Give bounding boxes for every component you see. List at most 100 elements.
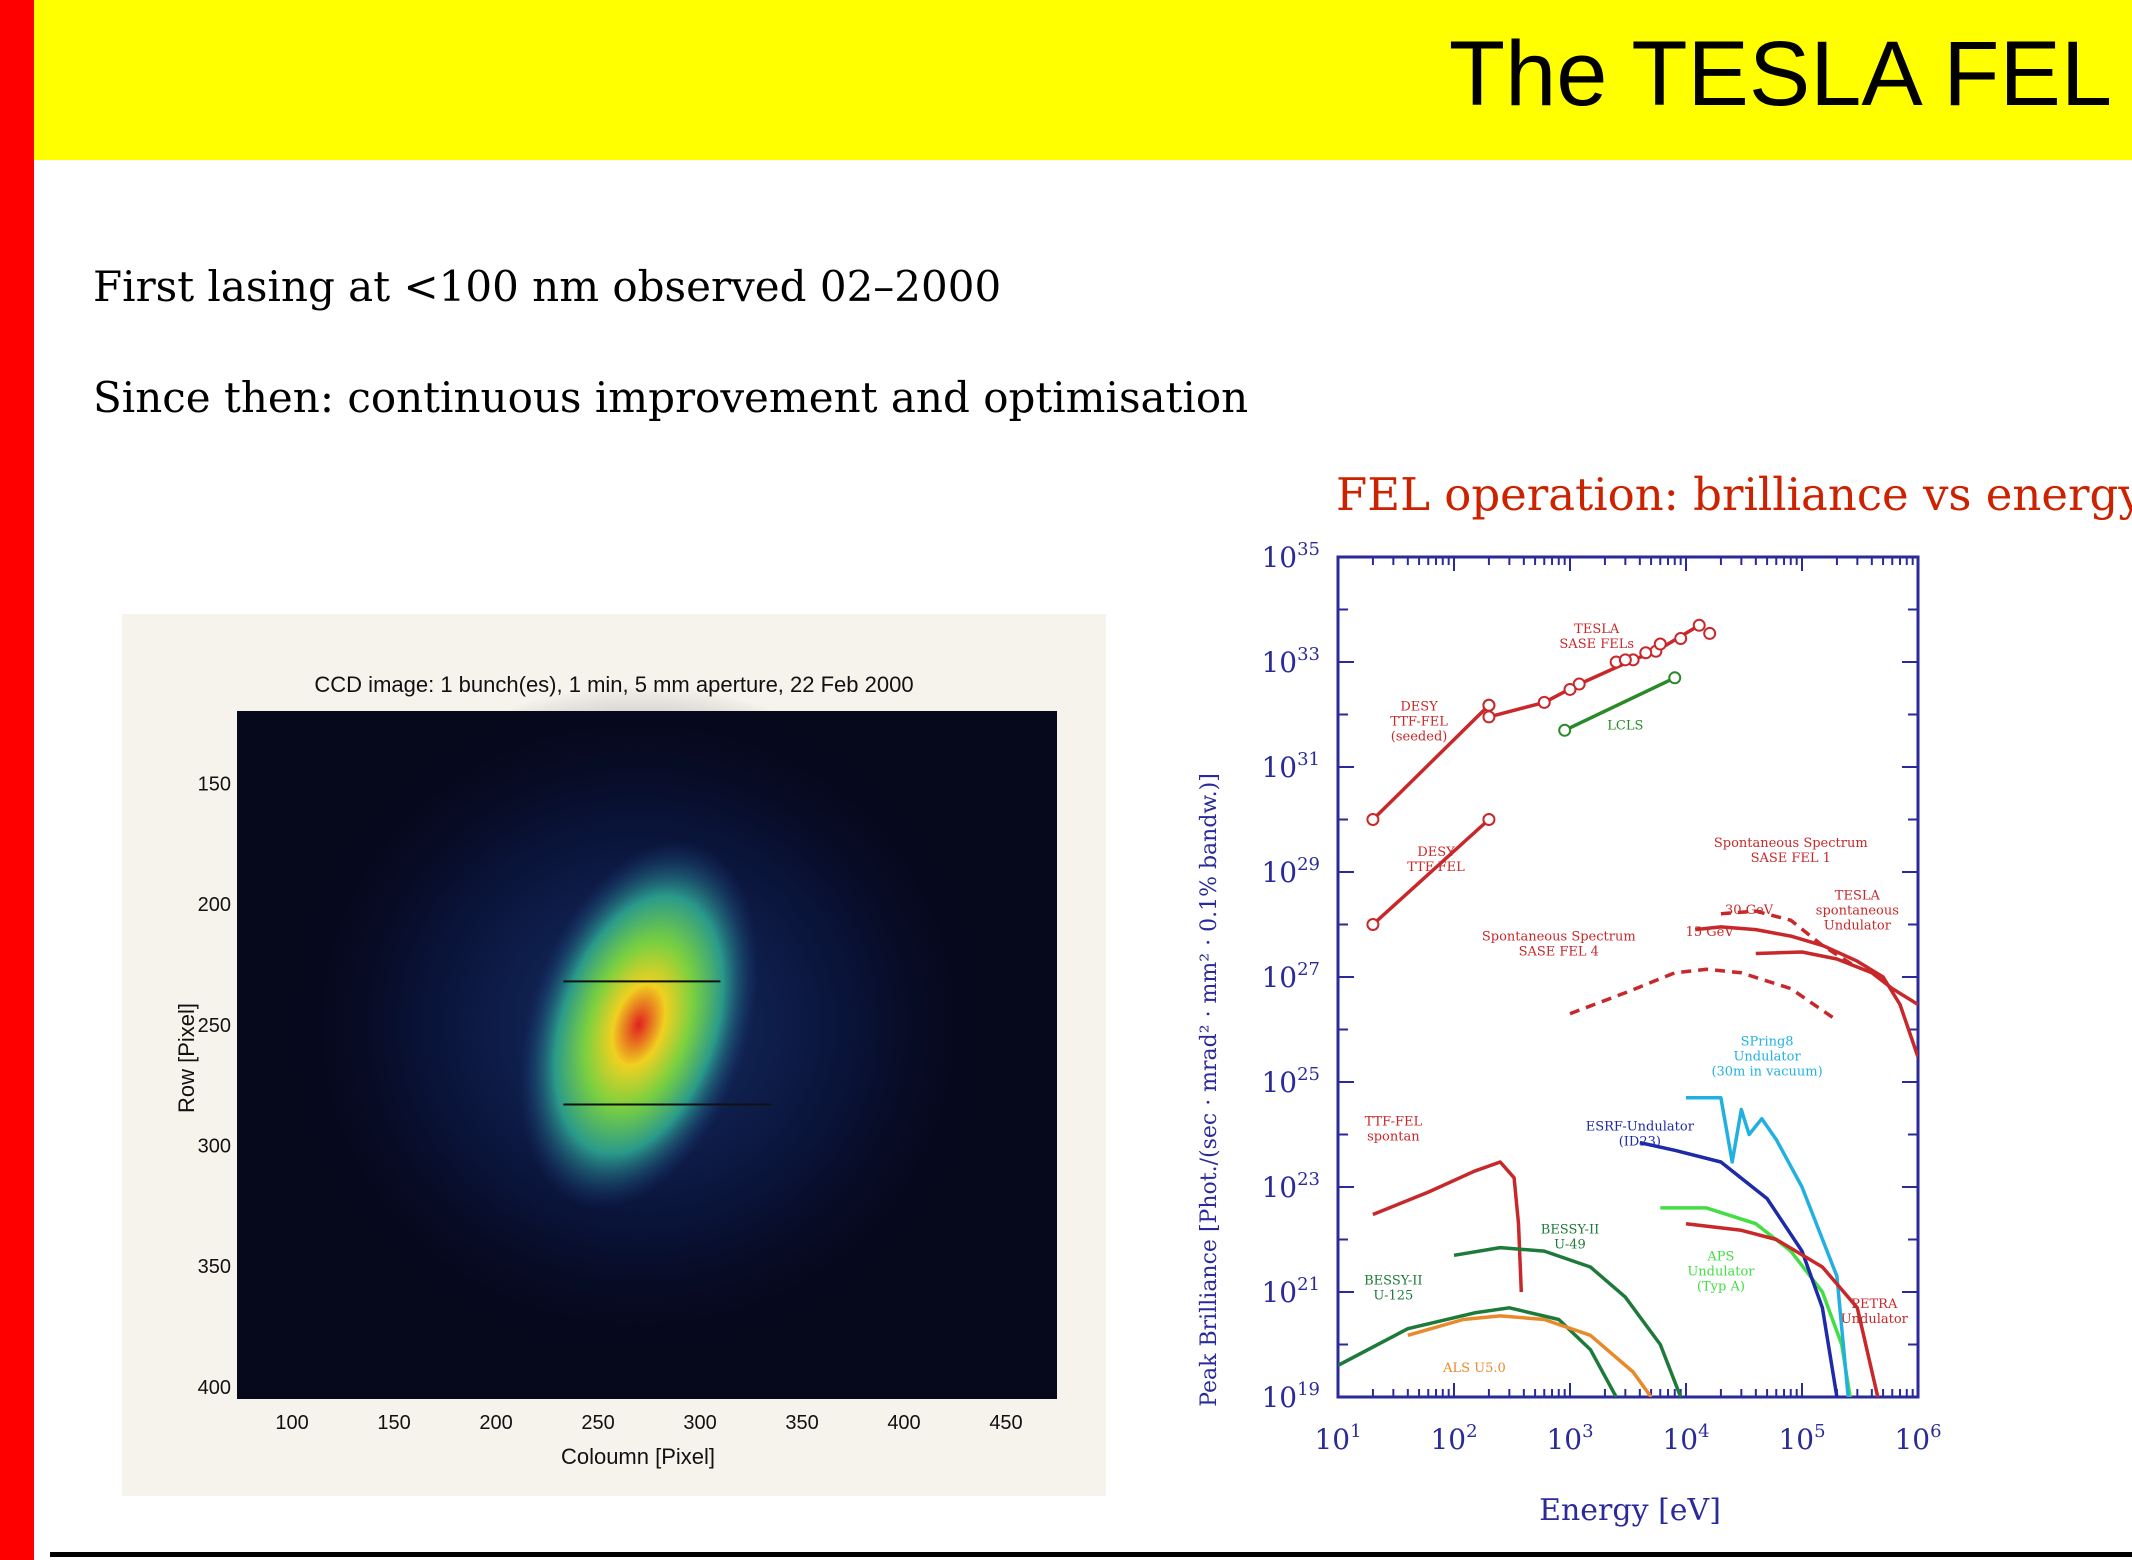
fel-series-tesla-sase-fels-marker bbox=[1618, 653, 1632, 667]
fel-series-petra-undulator-label: PETRA Undulator bbox=[1841, 1297, 1909, 1327]
fel-ytick-exp: 27 bbox=[1297, 959, 1320, 980]
fel-xtick-label: 105 bbox=[1778, 1421, 1825, 1456]
fel-xtick-label: 103 bbox=[1546, 1421, 1593, 1456]
fel-series-spring8-undulator-30m-in-vacuum-label-line: (30m in vacuum) bbox=[1711, 1064, 1822, 1079]
fel-series-15-gev bbox=[1695, 925, 1918, 1058]
fel-series-bessy-ii-u-125-label-line: U-125 bbox=[1373, 1288, 1413, 1303]
fel-ytick-label: 1025 bbox=[1261, 1064, 1320, 1099]
ccd-xtick-label: 300 bbox=[683, 1412, 716, 1434]
fel-ytick-label: 1023 bbox=[1261, 1169, 1320, 1204]
ccd-xtick-label: 350 bbox=[785, 1412, 818, 1434]
fel-series-bessy-ii-u-125-label: BESSY-II U-125 bbox=[1364, 1273, 1422, 1303]
fel-series-desy-ttf-fel-seeded-label-line: (seeded) bbox=[1391, 729, 1448, 744]
fel-series-tesla-spontaneous-undulator-label-line: spontaneous bbox=[1816, 903, 1899, 918]
fel-xtick-label: 102 bbox=[1430, 1421, 1477, 1456]
ccd-xtick-label: 100 bbox=[275, 1412, 308, 1434]
fel-ylabel: Peak Brilliance [Phot./(sec · mrad² · mm… bbox=[1197, 773, 1222, 1407]
fel-xtick-exp: 2 bbox=[1466, 1421, 1477, 1442]
ccd-xtick-label: 200 bbox=[479, 1412, 512, 1434]
fel-series-bessy-ii-u-49-label: BESSY-II U-49 bbox=[1541, 1223, 1599, 1253]
fel-series-desy-ttf-fel-seeded-label-line: TTF-FEL bbox=[1390, 714, 1448, 729]
fel-series-tesla-sase-fels-marker bbox=[1674, 632, 1688, 646]
fel-ytick-base: 10 bbox=[1261, 856, 1297, 889]
fel-series-spontaneous-spectrum-sase-fel-4-label-line: SASE FEL 4 bbox=[1519, 944, 1599, 959]
fel-series-als-u5-0-label-line: ALS U5.0 bbox=[1442, 1361, 1506, 1376]
fel-series-spontaneous-spectrum-sase-fel-4-label: Spontaneous Spectrum SASE FEL 4 bbox=[1482, 929, 1636, 959]
fel-xtick-base: 10 bbox=[1546, 1423, 1582, 1456]
fel-series-spontaneous-spectrum-sase-fel-1-label-line: Spontaneous Spectrum bbox=[1714, 836, 1868, 851]
ccd-xtick-label: 400 bbox=[887, 1412, 920, 1434]
left-accent-bar bbox=[0, 0, 34, 1560]
fel-series-ttf-fel-spontan bbox=[1372, 1160, 1524, 1293]
fel-ytick-base: 10 bbox=[1261, 541, 1297, 574]
fel-series-ttf-fel-spontan-label-line: TTF-FEL bbox=[1365, 1114, 1423, 1129]
slide-title: The TESLA FEL bbox=[1448, 23, 2112, 125]
fel-series-desy-ttf-fel bbox=[1371, 818, 1491, 926]
fel-series-desy-ttf-fel-seeded-marker bbox=[1366, 813, 1380, 826]
fel-xtick-base: 10 bbox=[1894, 1423, 1930, 1456]
fel-series-desy-ttf-fel-seeded-label-line: DESY bbox=[1400, 699, 1438, 714]
fel-series-spring8-undulator-30m-in-vacuum-label: SPring8 Undulator (30m in vacuum) bbox=[1711, 1034, 1822, 1079]
fel-series-bessy-ii-u-125 bbox=[1338, 1306, 1618, 1397]
fel-series-bessy-ii-u-49 bbox=[1453, 1245, 1683, 1397]
fel-ytick-base: 10 bbox=[1261, 961, 1297, 994]
fel-series-spring8-undulator-30m-in-vacuum-label-line: Undulator bbox=[1733, 1049, 1801, 1064]
bullet-first-lasing: First lasing at <100 nm observed 02–2000 bbox=[93, 262, 1002, 311]
fel-series-aps-undulator-typ-a-label-line: APS bbox=[1706, 1249, 1734, 1264]
fel-ytick-exp: 35 bbox=[1297, 539, 1320, 560]
fel-series-petra-undulator bbox=[1685, 1221, 1880, 1397]
fel-series-tesla-sase-fels-marker bbox=[1639, 646, 1653, 660]
fel-series-30-gev-label-line: 30 GeV bbox=[1725, 903, 1774, 918]
fel-xtick-base: 10 bbox=[1778, 1423, 1814, 1456]
fel-series-lcls bbox=[1563, 676, 1676, 732]
fel-xtick-exp: 3 bbox=[1582, 1421, 1593, 1442]
fel-series-als-u5-0-label: ALS U5.0 bbox=[1442, 1361, 1506, 1376]
fel-ytick-label: 1019 bbox=[1261, 1379, 1320, 1414]
fel-series-desy-ttf-fel-label-line: DESY bbox=[1417, 845, 1455, 860]
fel-series-tesla-sase-fels-marker bbox=[1537, 695, 1551, 709]
fel-series-aps-undulator-typ-a-label-line: Undulator bbox=[1687, 1264, 1755, 1279]
fel-series-tesla-spontaneous-undulator-label: TESLA spontaneous Undulator bbox=[1816, 888, 1899, 933]
brilliance-chart: 101 102 103 104 105 1061019102110231025102710… bbox=[1197, 539, 1942, 1528]
fel-series-tesla-sase-fels-marker bbox=[1572, 677, 1586, 691]
fel-series-lcls-label-line: LCLS bbox=[1607, 718, 1643, 733]
fel-series-spontaneous-spectrum-sase-fel-1 bbox=[1720, 909, 1859, 970]
fel-series-ttf-fel-spontan-label-line: spontan bbox=[1367, 1129, 1420, 1144]
fel-ytick-label: 1031 bbox=[1261, 749, 1320, 784]
fel-series-spontaneous-spectrum-sase-fel-1-label: Spontaneous Spectrum SASE FEL 1 bbox=[1714, 836, 1868, 866]
fel-series-spring8-undulator-30m-in-vacuum bbox=[1686, 1096, 1850, 1397]
chart-caption: FEL operation: brilliance vs energy bbox=[1336, 468, 2132, 521]
fel-series-tesla-sase-fels-marker bbox=[1692, 618, 1706, 632]
fel-series-tesla-sase-fels-marker bbox=[1653, 637, 1667, 651]
fel-ytick-exp: 19 bbox=[1297, 1379, 1320, 1400]
ccd-xtick-label: 150 bbox=[377, 1412, 410, 1434]
ccd-ytick-label: 250 bbox=[198, 1015, 231, 1037]
fel-series-30-gev-label: 30 GeV bbox=[1725, 903, 1774, 918]
fel-series-lcls-label: LCLS bbox=[1607, 718, 1643, 733]
ccd-ylabel: Row [Pixel] bbox=[174, 1003, 199, 1113]
fel-ytick-exp: 31 bbox=[1297, 749, 1320, 770]
ccd-ytick-label: 200 bbox=[198, 894, 231, 916]
fel-xtick-label: 106 bbox=[1894, 1421, 1941, 1456]
fel-ytick-base: 10 bbox=[1261, 1276, 1297, 1309]
ccd-xtick-label: 250 bbox=[581, 1412, 614, 1434]
fel-ytick-label: 1021 bbox=[1261, 1274, 1320, 1309]
fel-series-petra-undulator-label-line: Undulator bbox=[1841, 1312, 1909, 1327]
ccd-ytick-label: 400 bbox=[198, 1377, 231, 1399]
fel-series-aps-undulator-typ-a-label: APS Undulator (Typ A) bbox=[1687, 1249, 1755, 1294]
fel-series-esrf-undulator-id23-label: ESRF-Undulator (ID23) bbox=[1586, 1119, 1695, 1149]
ccd-xtick-label: 450 bbox=[989, 1412, 1022, 1434]
fel-ytick-base: 10 bbox=[1261, 1171, 1297, 1204]
ccd-ytick-label: 150 bbox=[198, 773, 231, 795]
fel-series-desy-ttf-fel-seeded-label: DESY TTF-FEL (seeded) bbox=[1390, 699, 1448, 744]
fel-frame bbox=[1336, 555, 1920, 1399]
fel-series-tesla-sase-fels-marker bbox=[1482, 698, 1496, 712]
fel-series-tesla-sase-fels-marker bbox=[1482, 710, 1496, 724]
fel-xtick-base: 10 bbox=[1430, 1423, 1466, 1456]
fel-ytick-label: 1029 bbox=[1261, 854, 1320, 889]
fel-series-15-gev-label-line: 15 GeV bbox=[1686, 925, 1735, 940]
fel-series-spontaneous-spectrum-sase-fel-1-label-line: SASE FEL 1 bbox=[1751, 851, 1831, 866]
fel-ytick-label: 1033 bbox=[1261, 644, 1320, 679]
fel-series-tesla-sase-fels-marker bbox=[1563, 682, 1577, 696]
fel-series-esrf-undulator-id23-label-line: (ID23) bbox=[1619, 1134, 1661, 1149]
